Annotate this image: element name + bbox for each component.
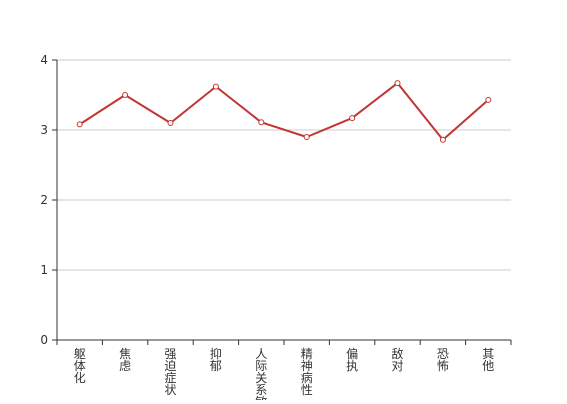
tick-labels: 0 1 2 3 4 躯体化 焦虑 强迫症状 抑郁 人际关系敏感 精神病性 偏执 敌对 恐怖 其他 bbox=[40, 53, 494, 404]
x-tick-label: 躯体化 bbox=[74, 346, 86, 385]
y-tick-label: 4 bbox=[40, 53, 48, 67]
data-point bbox=[303, 134, 310, 140]
data-point bbox=[439, 136, 446, 143]
series bbox=[76, 80, 492, 143]
y-tick-label: 1 bbox=[40, 263, 48, 277]
x-tick-label: 抑郁 bbox=[210, 346, 222, 373]
data-point bbox=[485, 96, 492, 103]
data-point bbox=[258, 119, 265, 126]
series-line bbox=[79, 82, 489, 141]
data-point bbox=[76, 121, 83, 128]
data-point bbox=[394, 80, 401, 87]
x-tick-label: 敌对 bbox=[391, 346, 403, 373]
gridlines bbox=[57, 59, 511, 271]
data-point bbox=[122, 92, 129, 98]
x-tick-label: 强迫症状 bbox=[164, 347, 176, 397]
x-tick-label: 偏执 bbox=[346, 346, 358, 373]
y-tick-label: 2 bbox=[40, 193, 48, 207]
y-tick-label: 3 bbox=[40, 123, 48, 137]
x-tick-label: 恐怖 bbox=[437, 347, 449, 373]
axes bbox=[52, 59, 512, 345]
x-tick-label: 人际关系敏感 bbox=[255, 347, 267, 400]
x-tick-label: 焦虑 bbox=[119, 347, 131, 373]
data-point bbox=[349, 115, 356, 122]
y-tick-label: 0 bbox=[40, 333, 48, 347]
data-point bbox=[212, 83, 219, 90]
x-tick-label: 其他 bbox=[482, 347, 494, 373]
data-point bbox=[167, 120, 174, 126]
x-tick-label: 精神病性 bbox=[301, 347, 313, 397]
